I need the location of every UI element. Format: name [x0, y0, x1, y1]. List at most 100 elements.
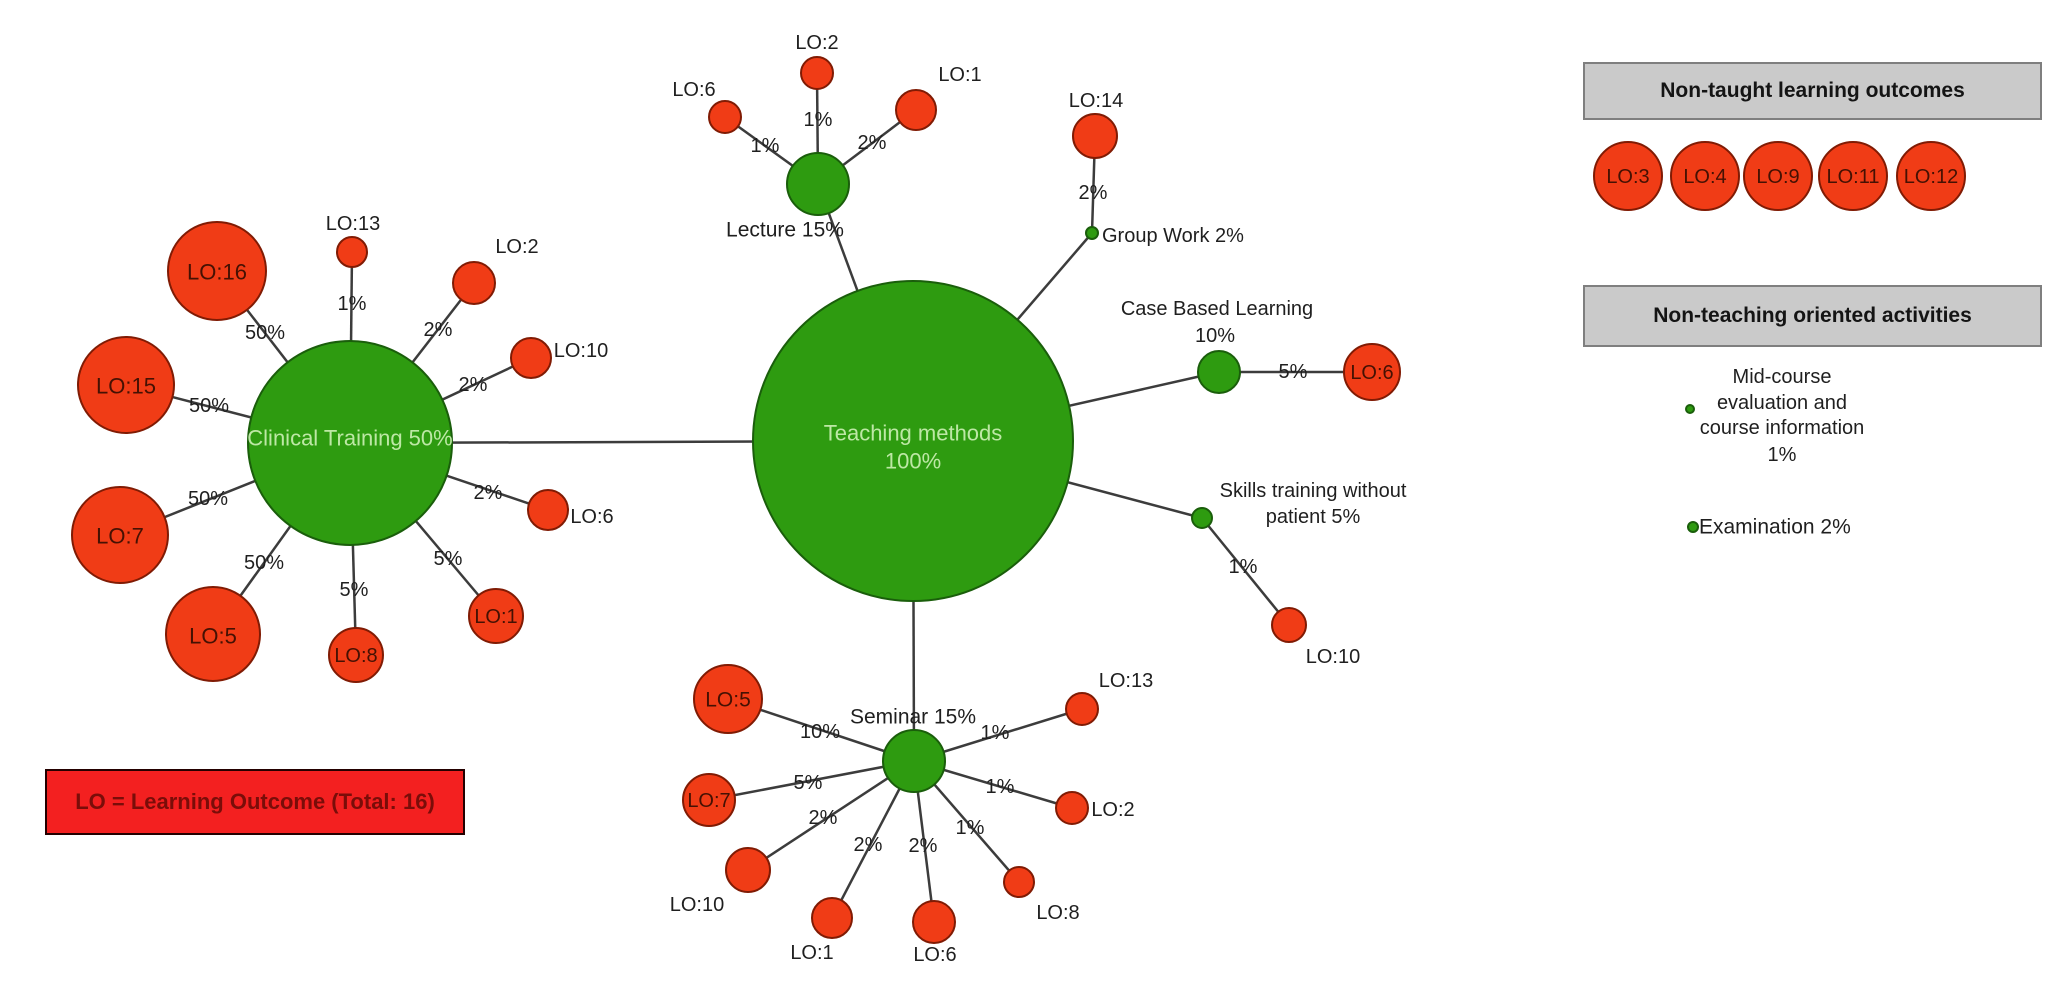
- outcome-clinical-lo8: [328, 627, 384, 683]
- label-clinical-lo8: LO:8: [334, 645, 377, 667]
- outcome-groupwork-lo14: [1072, 113, 1118, 159]
- hub-teaching-methods: [752, 280, 1074, 602]
- label-examination: Examination 2%: [1699, 516, 1851, 539]
- outcome-lecture-lo6: [708, 100, 742, 134]
- non-taught-outcomes-header: Non-taught learning outcomes: [1583, 62, 2042, 120]
- label-seminar-lo5: LO:5: [705, 689, 751, 712]
- label-seminar-lo7: LO:7: [687, 790, 730, 812]
- label-clinical-lo2: LO:2: [495, 236, 538, 258]
- edge-label-seminar-se5: 10%: [800, 721, 840, 743]
- edge-label-skills-s10: 1%: [1229, 556, 1258, 578]
- edge-label-cbl-cb6: 5%: [1279, 361, 1308, 383]
- label-skills-lo10: LO:10: [1306, 646, 1360, 668]
- label-seminar-lo10: LO:10: [670, 894, 724, 916]
- label-clinical-lo7: LO:7: [96, 524, 144, 549]
- label-seminar-lo2: LO:2: [1091, 799, 1134, 821]
- label-teaching-methods-line1: Teaching methods: [824, 421, 1003, 446]
- outcome-seminar-lo6: [912, 900, 956, 944]
- label-panel-lo9: LO:9: [1756, 166, 1799, 188]
- label-clinical-lo10: LO:10: [554, 340, 608, 362]
- learning-outcome-legend-text: LO = Learning Outcome (Total: 16): [75, 789, 435, 814]
- label-lo15: LO:15: [96, 374, 156, 399]
- outcome-seminar-lo8: [1003, 866, 1035, 898]
- edge-label-clinical-c13: 1%: [338, 293, 367, 315]
- label-panel-lo4: LO:4: [1683, 166, 1726, 188]
- learning-outcome-legend: LO = Learning Outcome (Total: 16): [45, 769, 465, 835]
- outcome-clinical-lo15: [77, 336, 175, 434]
- outcome-panel-lo3: [1593, 141, 1663, 211]
- label-cbl-line1: Case Based Learning: [1121, 298, 1313, 320]
- label-lecture: Lecture 15%: [726, 219, 844, 242]
- hub-seminar: [882, 729, 946, 793]
- label-clinical-lo1: LO:1: [474, 606, 517, 628]
- non-teaching-activities-header: Non-teaching oriented activities: [1583, 285, 2042, 347]
- label-lecture-lo6: LO:6: [672, 79, 715, 101]
- non-teaching-activities-title: Non-teaching oriented activities: [1653, 304, 1972, 327]
- edge-label-clinical-c5: 50%: [244, 552, 284, 574]
- edge-skills-s10: [1201, 517, 1290, 626]
- label-mid-course-line2: evaluation and: [1717, 392, 1847, 414]
- outcome-lecture-lo2: [800, 56, 834, 90]
- dot-examination: [1687, 521, 1699, 533]
- label-cbl-lo6: LO:6: [1350, 362, 1393, 384]
- outcome-seminar-lo10: [725, 847, 771, 893]
- edge-label-lecture-l1: 2%: [858, 132, 887, 154]
- edge-label-seminar-se8: 1%: [956, 817, 985, 839]
- label-panel-lo12: LO:12: [1904, 166, 1958, 188]
- label-cbl-line2: 10%: [1195, 325, 1235, 347]
- outcome-clinical-lo6: [527, 489, 569, 531]
- label-lecture-lo2: LO:2: [795, 32, 838, 54]
- edge-label-clinical-c2: 2%: [424, 319, 453, 341]
- hub-skills-training: [1191, 507, 1213, 529]
- label-skills-line1: Skills training without: [1220, 480, 1407, 502]
- hub-case-based-learning: [1197, 350, 1241, 394]
- label-teaching-methods-line2: 100%: [885, 449, 941, 474]
- edge-label-seminar-se10: 2%: [809, 807, 838, 829]
- hub-lecture: [786, 152, 850, 216]
- outcome-clinical-lo2: [452, 261, 496, 305]
- label-seminar-lo8: LO:8: [1036, 902, 1079, 924]
- edge-label-lecture-l6: 1%: [751, 135, 780, 157]
- outcome-cbl-lo6: [1343, 343, 1401, 401]
- edge-label-clinical-c15: 50%: [189, 395, 229, 417]
- label-mid-course-line4: 1%: [1768, 444, 1797, 466]
- outcome-clinical-lo16: [167, 221, 267, 321]
- label-clinical-training: Clinical Training 50%: [247, 426, 452, 451]
- edge-label-seminar-se1: 2%: [854, 834, 883, 856]
- edge-label-lecture-l2: 1%: [804, 109, 833, 131]
- outcome-clinical-lo10: [510, 337, 552, 379]
- outcome-skills-lo10: [1271, 607, 1307, 643]
- non-taught-outcomes-title: Non-taught learning outcomes: [1660, 79, 1965, 102]
- label-skills-line2: patient 5%: [1266, 506, 1361, 528]
- edge-label-clinical-c1: 5%: [434, 548, 463, 570]
- outcome-clinical-lo1: [468, 588, 524, 644]
- edge-label-g14-gw: 2%: [1079, 182, 1108, 204]
- edge-label-clinical-c10: 2%: [459, 374, 488, 396]
- label-groupwork-lo14: LO:14: [1069, 90, 1123, 112]
- edge-label-clinical-c7: 50%: [188, 488, 228, 510]
- label-panel-lo3: LO:3: [1606, 166, 1649, 188]
- edge-label-clinical-c8: 5%: [340, 579, 369, 601]
- outcome-seminar-lo13: [1065, 692, 1099, 726]
- label-lo16: LO:16: [187, 260, 247, 285]
- label-seminar-lo6: LO:6: [913, 944, 956, 966]
- edge-label-seminar-se7: 5%: [794, 772, 823, 794]
- edge-label-seminar-se13: 1%: [981, 722, 1010, 744]
- edge-label-clinical-c16: 50%: [245, 322, 285, 344]
- outcome-lecture-lo1: [895, 89, 937, 131]
- outcome-seminar-lo1: [811, 897, 853, 939]
- label-mid-course-line3: course information: [1700, 417, 1865, 439]
- outcome-panel-lo11: [1818, 141, 1888, 211]
- label-seminar-lo13: LO:13: [1099, 670, 1153, 692]
- edge-seminar-se10: [747, 759, 915, 872]
- label-clinical-lo5: LO:5: [189, 624, 237, 649]
- outcome-clinical-lo7: [71, 486, 169, 584]
- outcome-clinical-lo5: [165, 586, 261, 682]
- edge-seminar-se7: [708, 759, 915, 802]
- edge-label-seminar-se2: 1%: [986, 776, 1015, 798]
- hub-clinical-training: [247, 340, 453, 546]
- outcome-panel-lo12: [1896, 141, 1966, 211]
- outcome-panel-lo4: [1670, 141, 1740, 211]
